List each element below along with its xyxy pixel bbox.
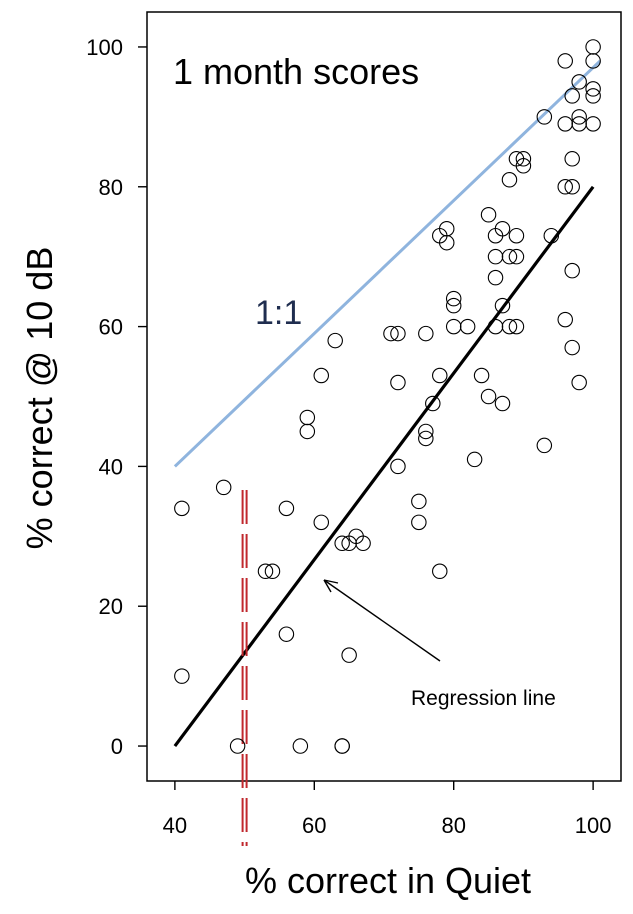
data-point	[445, 318, 462, 335]
data-point	[438, 234, 455, 251]
threshold-marker	[241, 490, 248, 846]
data-point	[480, 388, 497, 405]
data-point	[355, 535, 371, 552]
data-point	[564, 179, 580, 195]
data-point	[487, 269, 504, 286]
one-to-one-label: 1:1	[255, 294, 302, 332]
data-point	[571, 74, 587, 90]
y-tick-label: 80	[99, 175, 123, 200]
data-point	[174, 668, 190, 684]
data-point	[445, 290, 462, 307]
data-point	[585, 39, 601, 55]
data-point	[508, 227, 525, 244]
data-point	[487, 248, 504, 265]
data-point	[445, 297, 462, 314]
data-point	[501, 318, 518, 335]
data-point	[473, 367, 490, 384]
data-point	[313, 514, 330, 531]
y-tick-label: 40	[99, 454, 123, 479]
data-point	[390, 374, 406, 391]
data-point	[543, 227, 560, 244]
data-point	[515, 151, 532, 167]
data-point	[501, 172, 518, 188]
points-layer	[174, 39, 601, 754]
data-point	[257, 563, 274, 580]
data-point	[292, 738, 309, 754]
plot-frame	[146, 11, 622, 782]
data-point	[383, 325, 399, 342]
data-point	[411, 514, 427, 531]
data-point	[515, 158, 532, 174]
one-to-one-line	[173, 59, 602, 468]
data-point	[215, 479, 232, 496]
data-point	[585, 88, 601, 104]
data-point	[459, 318, 476, 335]
data-point	[557, 53, 573, 69]
x-axis-title: % correct in Quiet	[245, 860, 531, 901]
data-point	[327, 332, 343, 349]
regression-annotation: Regression line	[323, 579, 556, 710]
data-point	[418, 423, 434, 440]
data-point	[564, 339, 580, 356]
data-point	[432, 367, 448, 384]
data-point	[418, 430, 434, 447]
data-point	[494, 297, 511, 314]
data-point	[278, 500, 295, 517]
data-point	[557, 116, 573, 132]
data-point	[411, 493, 427, 510]
lines-layer	[173, 59, 602, 748]
y-tick-label: 0	[111, 734, 123, 759]
data-point	[390, 458, 406, 475]
data-point	[334, 738, 350, 754]
data-point	[341, 647, 357, 663]
y-axis: 0 20 40 60 80 100	[86, 35, 147, 759]
data-point	[494, 395, 511, 412]
data-point	[508, 318, 525, 335]
data-point	[585, 81, 601, 97]
data-point	[264, 563, 281, 580]
data-point	[334, 535, 350, 552]
data-point	[229, 738, 246, 754]
data-point	[508, 248, 525, 265]
data-point	[418, 325, 434, 342]
regression-line	[173, 185, 595, 748]
chart-title: 1 month scores	[173, 51, 419, 92]
data-point	[425, 395, 441, 412]
data-point	[432, 563, 448, 580]
y-axis-title: % correct @ 10 dB	[19, 247, 60, 550]
data-point	[494, 220, 511, 237]
y-tick-label: 60	[99, 315, 123, 340]
data-point	[557, 311, 573, 328]
x-tick-label: 40	[163, 813, 187, 838]
data-point	[564, 262, 580, 279]
data-point	[299, 423, 316, 440]
data-point	[564, 151, 580, 167]
x-tick-label: 60	[302, 813, 326, 838]
regression-label: Regression line	[411, 687, 556, 710]
data-point	[585, 116, 601, 132]
x-tick-label: 100	[575, 813, 612, 838]
data-point	[313, 367, 330, 384]
data-point	[564, 88, 580, 104]
data-point	[571, 109, 587, 125]
y-tick-label: 20	[99, 594, 123, 619]
data-point	[571, 374, 587, 391]
data-point	[174, 500, 190, 517]
data-point	[557, 179, 573, 195]
x-axis: 40 60 80 100	[163, 781, 612, 838]
data-point	[536, 109, 553, 125]
data-point	[390, 325, 406, 342]
regression-arrow-head	[323, 579, 339, 593]
data-point	[299, 409, 316, 426]
regression-arrow-shaft	[323, 579, 441, 662]
data-point	[501, 248, 518, 265]
data-point	[536, 437, 553, 454]
data-point	[480, 206, 497, 223]
data-point	[466, 451, 483, 468]
data-point	[585, 53, 601, 69]
x-tick-label: 80	[441, 813, 465, 838]
y-tick-label: 100	[86, 35, 123, 60]
data-point	[278, 626, 295, 642]
